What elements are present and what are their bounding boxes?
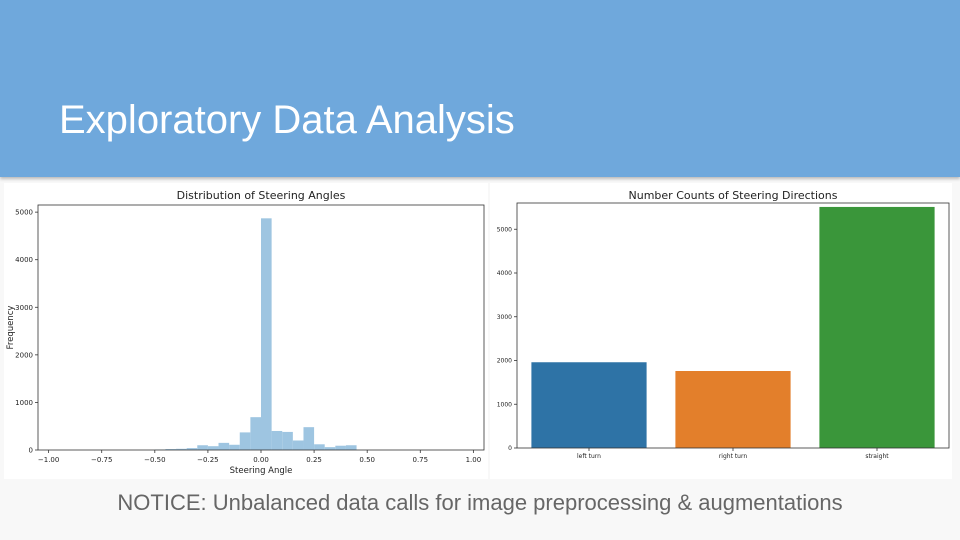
y-tick-label: 0 [508,445,512,452]
category-bar [819,206,935,448]
histogram-svg: Distribution of Steering Angles −1.00 −0.7… [6,189,485,476]
x-tick-label: 0.50 [359,456,375,464]
chart-title: Distribution of Steering Angles [177,189,346,202]
bar-chart-svg: Number Counts of Steering Directions left… [497,189,950,460]
slide-title: Exploratory Data Analysis [59,98,515,142]
histogram-bar [165,449,177,450]
y-tick-label: 3000 [497,314,512,321]
y-tick-label: 5000 [15,209,33,217]
x-axis-label: Steering Angle [230,466,293,476]
x-tick-label: 1.00 [466,456,482,464]
x-tick-label: −0.25 [197,456,218,464]
histogram-bar [176,448,187,450]
y-tick-label: 2000 [15,351,33,359]
notice-text: NOTICE: Unbalanced data calls for image … [117,490,843,515]
steering-angle-histogram: Distribution of Steering Angles −1.00 −0.7… [4,183,488,479]
histogram-bar [314,444,325,450]
x-tick-label: −0.75 [91,456,112,464]
y-tick-label: 4000 [497,270,512,277]
category-bar [531,362,647,448]
x-tick-label: straight [865,453,889,460]
histogram-bar [345,445,357,450]
title-header-band: Exploratory Data Analysis [0,0,960,177]
x-tick-label: 0.25 [306,456,322,464]
x-tick-label: −1.00 [38,456,59,464]
histogram-bar [218,442,230,450]
histogram-bar [335,445,346,450]
histogram-bar [186,448,198,450]
histogram-bar [250,417,261,450]
histogram-bar [207,446,219,450]
steering-direction-bar-chart: Number Counts of Steering Directions left… [490,183,952,479]
x-tick-label: right turn [719,453,748,460]
x-tick-label: left turn [577,453,601,460]
histogram-bar [261,218,272,450]
y-tick-label: 5000 [497,226,512,233]
y-tick-label: 0 [29,447,33,455]
y-tick-label: 2000 [497,358,512,365]
x-tick-label: 0.00 [253,456,269,464]
y-tick-label: 3000 [15,304,33,312]
histogram-bar [239,432,251,450]
histogram-bar [282,431,293,450]
y-axis-label: Frequency [6,306,16,350]
x-tick-label: −0.50 [144,456,165,464]
histogram-bar [324,447,336,450]
histogram-bar [303,427,315,450]
y-tick-label: 4000 [15,256,33,264]
y-tick-label: 1000 [497,401,512,408]
chart-title: Number Counts of Steering Directions [629,189,838,202]
x-tick-label: 0.75 [412,456,428,464]
histogram-bar [271,430,283,450]
histogram-bar [197,445,208,450]
y-tick-label: 1000 [15,399,33,407]
plot-frame [516,202,950,449]
histogram-bar [292,440,304,450]
histogram-bar [229,444,240,450]
category-bar [675,371,791,448]
